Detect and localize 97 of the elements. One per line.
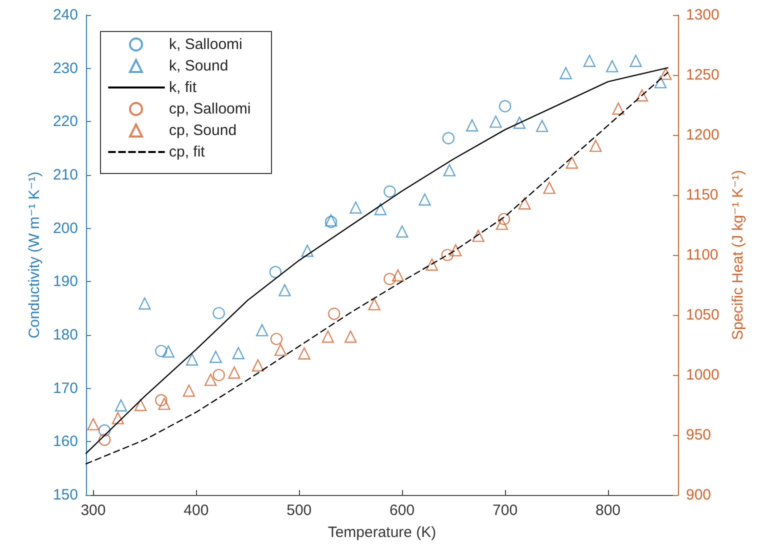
legend-label: k, Salloomi — [169, 36, 242, 53]
point — [155, 344, 168, 358]
point — [298, 347, 310, 360]
point — [368, 298, 380, 310]
point — [566, 156, 578, 169]
x-tick-label: 400 — [184, 502, 209, 519]
x-axis-title: Temperature (K) — [328, 524, 436, 541]
point — [301, 244, 314, 257]
point — [443, 164, 456, 176]
point — [274, 344, 287, 356]
y2-tick-label: 1250 — [686, 66, 720, 84]
point — [278, 284, 291, 296]
point — [228, 366, 240, 379]
point — [543, 182, 556, 194]
point — [606, 60, 618, 72]
y2-tick-label: 1150 — [686, 186, 718, 204]
point — [441, 248, 454, 262]
y-axis-title: Conductivity (W m⁻¹ K⁻¹) — [26, 172, 44, 338]
point — [98, 434, 111, 446]
legend-label: cp, Sound — [169, 122, 237, 139]
point — [630, 54, 642, 67]
point — [328, 308, 340, 320]
point — [269, 266, 282, 278]
point — [450, 244, 462, 256]
y-tick-label: 180 — [52, 326, 78, 344]
point — [112, 412, 124, 424]
point — [186, 353, 198, 366]
x-tick-label: 500 — [286, 502, 312, 519]
point — [396, 225, 408, 238]
y-tick-label: 210 — [52, 166, 78, 184]
point — [384, 272, 396, 286]
point — [322, 330, 334, 343]
point — [134, 398, 147, 412]
point — [155, 394, 168, 406]
y2-tick-label: 900 — [686, 486, 712, 504]
x-tick-label: 700 — [492, 502, 518, 519]
point — [472, 230, 484, 242]
point — [210, 350, 222, 363]
point — [466, 119, 478, 132]
point — [212, 368, 225, 382]
point — [513, 116, 526, 129]
point — [162, 345, 174, 358]
x-tick-label: 300 — [80, 502, 106, 519]
point — [418, 193, 431, 206]
point — [660, 68, 672, 80]
y-tick-label: 230 — [52, 60, 78, 77]
y-tick-label: 160 — [52, 433, 78, 450]
point — [590, 140, 602, 152]
point — [536, 120, 548, 132]
y-tick-label: 150 — [52, 486, 78, 504]
point — [114, 399, 128, 412]
y-tick-label: 240 — [52, 6, 78, 24]
point — [270, 332, 283, 346]
legend-label: cp, fit — [169, 144, 206, 160]
point — [518, 197, 531, 210]
point — [182, 384, 196, 397]
x-tick-label: 600 — [390, 502, 415, 519]
legend-label: k, fit — [169, 79, 198, 96]
point — [612, 102, 624, 115]
point — [374, 203, 387, 216]
y2-tick-label: 1000 — [686, 366, 720, 384]
point — [350, 201, 362, 214]
point — [442, 132, 455, 144]
x-tick-label: 800 — [595, 502, 621, 519]
legend-label: cp, Salloomi — [169, 100, 251, 118]
point — [583, 54, 596, 67]
point — [560, 67, 572, 80]
point — [256, 324, 268, 336]
point — [384, 185, 396, 198]
y2-tick-label: 1200 — [686, 126, 720, 144]
point — [252, 359, 264, 372]
point — [636, 89, 648, 102]
point — [138, 297, 151, 310]
y2-tick-label: 950 — [686, 426, 712, 444]
y-tick-label: 200 — [52, 220, 78, 237]
y2-tick-label: 1100 — [686, 246, 718, 264]
point — [204, 374, 217, 386]
point — [498, 212, 510, 226]
y-tick-label: 220 — [52, 113, 78, 130]
point — [98, 424, 111, 437]
point — [426, 258, 438, 271]
point — [498, 100, 512, 112]
point — [212, 307, 225, 320]
point — [490, 116, 502, 128]
y2-axis-title: Specific Heat (J kg⁻¹ K⁻¹) — [729, 170, 746, 340]
y-tick-label: 170 — [52, 380, 78, 397]
legend-label: k, Sound — [169, 58, 228, 74]
point — [496, 218, 508, 230]
y2-tick-label: 1050 — [686, 306, 720, 324]
point — [158, 398, 170, 410]
y-tick-label: 190 — [52, 273, 78, 290]
y2-tick-label: 1300 — [686, 6, 720, 24]
point — [87, 418, 100, 430]
point — [232, 347, 244, 360]
point — [344, 330, 357, 343]
point — [654, 76, 667, 88]
point — [392, 269, 404, 282]
